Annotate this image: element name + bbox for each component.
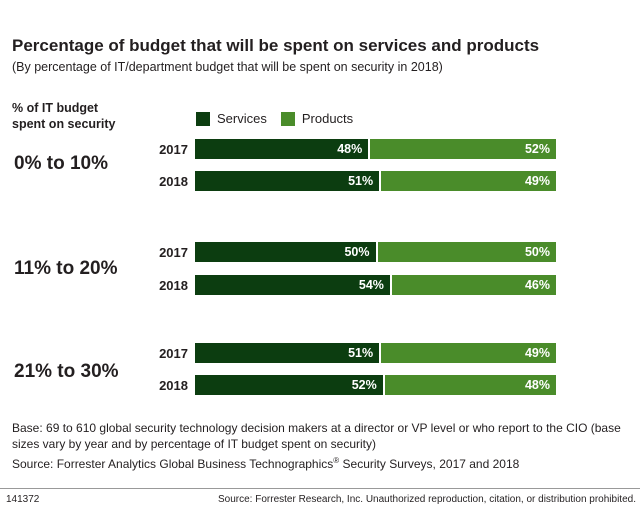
data-label-services: 54%: [358, 278, 384, 292]
footer-id: 141372: [6, 494, 40, 505]
bar-products: 46%: [389, 275, 556, 295]
base-note: Base: 69 to 610 global security technolo…: [12, 421, 621, 451]
source-text-end: Security Surveys, 2017 and 2018: [339, 457, 520, 471]
axis-label: % of IT budget spent on security: [12, 101, 116, 131]
bar-row: 51% 49%: [195, 171, 556, 191]
data-label-services: 48%: [337, 142, 363, 156]
legend: Services Products: [196, 111, 367, 126]
year-label: 2018: [159, 174, 188, 189]
year-label: 2017: [159, 346, 188, 361]
legend-products: Products: [280, 111, 354, 126]
year-label: 2017: [159, 142, 188, 157]
group-label: 11% to 20%: [14, 258, 118, 279]
bar-products: 50%: [375, 242, 556, 262]
data-label-services: 50%: [344, 245, 370, 259]
chart-title: Percentage of budget that will be spent …: [12, 36, 540, 55]
data-label-services: 51%: [348, 346, 374, 360]
footer-copyright: Source: Forrester Research, Inc. Unautho…: [218, 494, 636, 505]
source-text: Source: Forrester Analytics Global Busin…: [12, 457, 334, 471]
bar-services: 54%: [195, 275, 390, 295]
data-label-services: 52%: [351, 378, 377, 392]
data-label-products: 50%: [524, 245, 550, 259]
data-label-products: 49%: [524, 174, 550, 188]
group-label: 0% to 10%: [14, 153, 108, 174]
bar-services: 51%: [195, 171, 380, 191]
legend-swatch-services: [196, 111, 210, 126]
bar-services: 51%: [195, 343, 380, 363]
footer-divider: [0, 488, 640, 489]
legend-label-services: Services: [217, 111, 267, 126]
data-label-products: 52%: [524, 142, 550, 156]
bar-services: 48%: [195, 139, 369, 159]
legend-swatch-products: [280, 111, 295, 126]
bar-row: 51% 49%: [195, 343, 556, 363]
bar-row: 54% 46%: [195, 275, 556, 295]
bar-row: 52% 48%: [195, 375, 556, 395]
data-label-products: 46%: [524, 278, 550, 292]
bar-products: 49%: [379, 171, 556, 191]
data-label-products: 49%: [524, 346, 550, 360]
bar-products: 52%: [368, 139, 556, 159]
bar-row: 48% 52%: [195, 139, 556, 159]
year-label: 2018: [159, 378, 188, 393]
registered-mark: ®: [333, 456, 340, 465]
bar-row: 50% 50%: [195, 242, 556, 262]
group-label: 21% to 30%: [14, 361, 119, 382]
year-label: 2018: [159, 278, 188, 293]
legend-services: Services: [196, 111, 267, 126]
source-note: Source: Forrester Analytics Global Busin…: [12, 456, 519, 471]
chart-subtitle: (By percentage of IT/department budget t…: [12, 60, 443, 74]
bar-products: 49%: [379, 343, 556, 363]
data-label-products: 48%: [524, 378, 550, 392]
legend-label-products: Products: [301, 111, 354, 126]
bar-products: 48%: [382, 375, 556, 395]
data-label-services: 51%: [348, 174, 374, 188]
bar-services: 52%: [195, 375, 383, 395]
year-label: 2017: [159, 245, 188, 260]
bar-services: 50%: [195, 242, 376, 262]
